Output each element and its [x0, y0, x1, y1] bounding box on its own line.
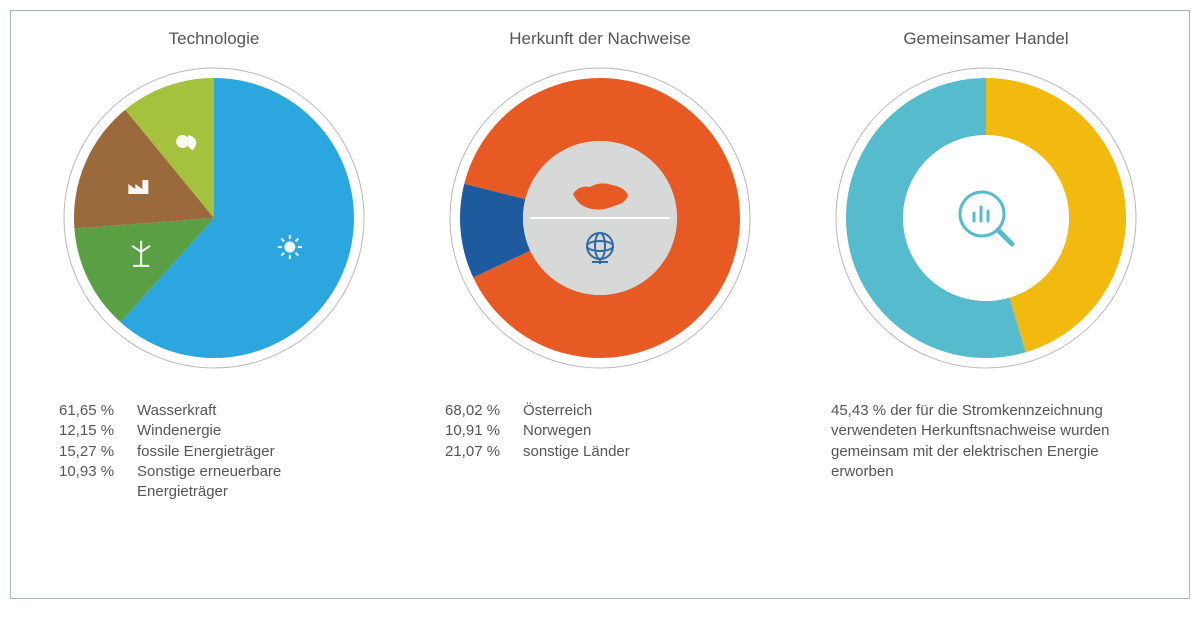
pie-technologie	[59, 63, 369, 373]
panel-herkunft: Herkunft der Nachweise	[407, 29, 793, 462]
panel-handel: Gemeinsamer Handel 45,43 % der für	[793, 29, 1179, 482]
lbl: Wasserkraft	[137, 401, 216, 421]
lbl: Sonstige erneuerbare	[137, 462, 281, 482]
donut-herkunft	[445, 63, 755, 373]
title-handel: Gemeinsamer Handel	[903, 29, 1068, 49]
pct: 61,65 %	[59, 401, 137, 421]
pct: 10,93 %	[59, 462, 137, 482]
lbl-hang: Energieträger	[59, 482, 369, 502]
pct: 21,07 %	[445, 442, 523, 462]
title-herkunft: Herkunft der Nachweise	[509, 29, 690, 49]
lbl: Österreich	[523, 401, 592, 421]
donut-handel	[831, 63, 1141, 373]
pct: 68,02 %	[445, 401, 523, 421]
lbl: fossile Energieträger	[137, 442, 275, 462]
title-technologie: Technologie	[169, 29, 260, 49]
lbl: sonstige Länder	[523, 442, 630, 462]
lbl: Norwegen	[523, 421, 591, 441]
caption-technologie: 61,65 %Wasserkraft 12,15 %Windenergie 15…	[59, 401, 369, 502]
pct: 10,91 %	[445, 421, 523, 441]
pct: 15,27 %	[59, 442, 137, 462]
chart-frame: Technologie 61,65 %Wasserkraft 12,15 %Wi…	[10, 10, 1190, 599]
panel-technologie: Technologie 61,65 %Wasserkraft 12,15 %Wi…	[21, 29, 407, 502]
caption-handel: 45,43 % der für die Stromkennzeichnung v…	[831, 401, 1141, 482]
pct: 12,15 %	[59, 421, 137, 441]
caption-herkunft: 68,02 %Österreich 10,91 %Norwegen 21,07 …	[445, 401, 755, 462]
lbl: Windenergie	[137, 421, 221, 441]
